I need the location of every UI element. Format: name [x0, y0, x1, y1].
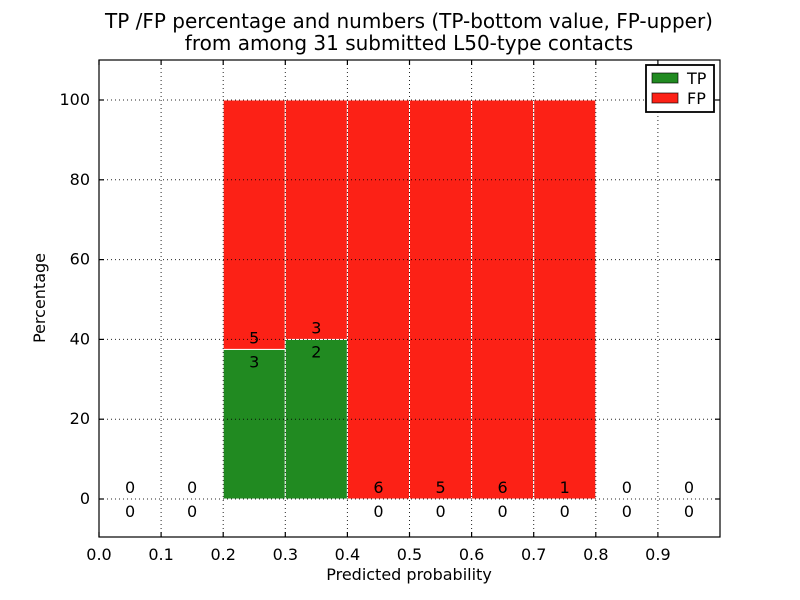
- bar-segment-fp: [471, 99, 535, 500]
- fp-count-label: 5: [435, 478, 445, 497]
- bar-segment-fp: [346, 99, 410, 500]
- tp-count-label: 0: [622, 502, 632, 521]
- count-label-layer: 0 0 0 0 5 3 3 2 6 0 5 0 6 0 1 0 0 0 0 0: [125, 318, 694, 521]
- x-tick-label: 0.3: [273, 545, 298, 564]
- fp-count-label: 0: [125, 478, 135, 497]
- x-tick-label: 0.2: [210, 545, 235, 564]
- bar-segment-fp: [409, 99, 473, 500]
- legend-swatch-fp: [651, 92, 679, 104]
- fp-count-label: 1: [560, 478, 570, 497]
- tp-count-label: 0: [684, 502, 694, 521]
- tp-count-label: 0: [373, 502, 383, 521]
- fp-count-label: 6: [498, 478, 508, 497]
- bar-segment-tp: [284, 338, 348, 500]
- chart-title-line2: from among 31 submitted L50-type contact…: [185, 31, 633, 55]
- x-axis-label: Predicted probability: [326, 565, 492, 584]
- bar-segment-fp: [533, 99, 597, 500]
- x-tick-label: 0.0: [86, 545, 111, 564]
- tp-count-label: 0: [125, 502, 135, 521]
- x-tick-label: 0.6: [459, 545, 484, 564]
- x-tick-label: 0.1: [148, 545, 173, 564]
- fp-count-label: 6: [373, 478, 383, 497]
- x-tick-label: 0.7: [521, 545, 546, 564]
- x-tick-label: 0.4: [335, 545, 360, 564]
- bars-layer: [222, 99, 597, 500]
- y-tick-label: 100: [59, 90, 90, 109]
- fp-count-label: 5: [249, 328, 259, 347]
- y-tick-label: 60: [70, 250, 90, 269]
- tick-label-layer: 0.0 0.1 0.2 0.3 0.4 0.5 0.6 0.7 0.8 0.90204060801…: [59, 90, 670, 564]
- x-tick-label: 0.8: [583, 545, 608, 564]
- y-tick-label: 80: [70, 170, 90, 189]
- legend-swatch-tp: [651, 72, 679, 84]
- legend-label-fp: FP: [687, 89, 706, 108]
- tp-count-label: 0: [498, 502, 508, 521]
- y-tick-label: 0: [80, 489, 90, 508]
- tick-layer: [98, 60, 720, 537]
- bar-segment-tp: [222, 348, 286, 500]
- y-tick-label: 20: [70, 409, 90, 428]
- tp-count-label: 3: [249, 352, 259, 371]
- x-tick-label: 0.9: [645, 545, 670, 564]
- legend-label-tp: TP: [686, 69, 707, 88]
- legend: TP FP: [645, 64, 715, 113]
- x-tick-label: 0.5: [397, 545, 422, 564]
- y-axis-label: Percentage: [30, 253, 49, 343]
- plot-border: [98, 59, 721, 538]
- bar-segment-fp: [284, 99, 348, 340]
- bar-segment-fp: [222, 99, 286, 350]
- fp-count-label: 3: [311, 318, 321, 337]
- fp-count-label: 0: [622, 478, 632, 497]
- tp-count-label: 0: [187, 502, 197, 521]
- fp-count-label: 0: [684, 478, 694, 497]
- chart-title-line1: TP /FP percentage and numbers (TP-bottom…: [104, 9, 713, 33]
- y-tick-label: 40: [70, 329, 90, 348]
- tp-count-label: 0: [560, 502, 570, 521]
- tp-count-label: 0: [435, 502, 445, 521]
- fp-count-label: 0: [187, 478, 197, 497]
- tp-count-label: 2: [311, 342, 321, 361]
